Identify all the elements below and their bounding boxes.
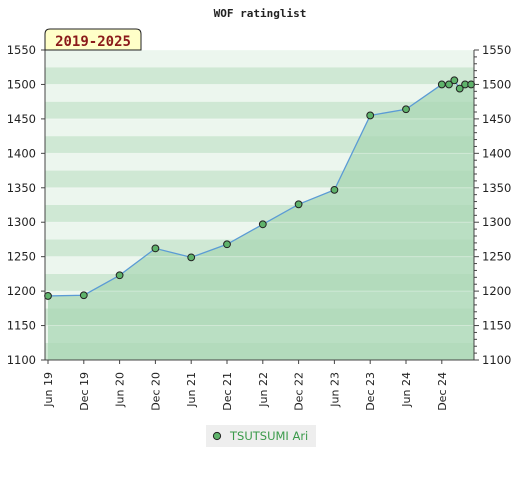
y-tick-label-right: 1200 [482,284,511,298]
data-point [366,111,375,120]
y-tick-label-left: 1550 [7,43,36,57]
data-point [330,185,339,194]
band [45,67,474,85]
band [45,84,474,102]
x-tick-label: Jun 20 [114,372,127,408]
x-tick-label: Dec 24 [436,372,449,411]
y-tick-label-left: 1400 [7,146,36,160]
y-axis-right: 1100 1150 1200 1250 1300 1350 1400 1450 1500 1550 [474,43,511,367]
data-point [450,76,459,85]
data-point [258,220,267,229]
data-point [294,200,303,209]
y-tick-label-left: 1250 [7,250,36,264]
data-point [187,253,196,262]
x-tick-label: Dec 23 [364,372,377,411]
rating-points [44,76,476,300]
data-point [115,271,124,280]
y-tick-label-right: 1250 [482,250,511,264]
x-tick-label: Jun 23 [328,372,341,408]
y-tick-label-right: 1100 [482,353,511,367]
y-tick-label-left: 1100 [7,353,36,367]
y-tick-label-left: 1200 [7,284,36,298]
data-point [79,291,88,300]
x-tick-label: Jun 22 [257,372,270,408]
x-tick-label: Dec 21 [221,372,234,411]
chart-title: WOF ratinglist [214,7,307,20]
data-point [455,84,464,93]
legend-marker [212,431,222,441]
axes [44,50,475,361]
y-tick-label-right: 1300 [482,215,511,229]
x-tick-label: Jun 24 [400,372,413,408]
x-tick-label: Dec 19 [78,372,91,411]
y-tick-label-right: 1350 [482,181,511,195]
area-fill [48,80,474,361]
y-axis-left: 1100 1150 1200 1250 1300 1350 1400 1450 1500 1550 [7,43,45,367]
x-tick-label: Dec 22 [293,372,306,411]
gridlines [45,49,474,361]
data-point [445,80,453,89]
y-tick-label-right: 1500 [482,77,511,91]
y-tick-label-right: 1450 [482,112,511,126]
x-tick-label: Jun 19 [42,372,55,408]
y-tick-label-right: 1550 [482,43,511,57]
data-point [402,105,410,114]
data-point [44,292,52,300]
period-badge-text: 2019-2025 [55,34,131,50]
y-tick-label-left: 1350 [7,181,36,195]
y-tick-label-right: 1150 [482,319,511,333]
x-tick-label: Jun 21 [185,372,198,408]
y-tick-label-left: 1150 [7,319,36,333]
y-tick-label-left: 1450 [7,112,36,126]
data-point [437,80,446,89]
y-tick-label-left: 1300 [7,215,36,229]
x-axis: Jun 19 Dec 19 Jun 20 Dec 20 Jun 21 Dec 21 Jun … [42,360,449,411]
period-badge: 2019-2025 [44,28,142,51]
legend-label: TSUTSUMI Ari [229,429,308,443]
data-point [223,240,231,249]
data-point [151,244,160,253]
rating-area [48,80,474,361]
x-tick-label: Dec 20 [149,372,162,411]
y-tick-label-right: 1400 [482,146,511,160]
y-tick-label-left: 1500 [7,77,36,91]
band [45,50,474,68]
legend: TSUTSUMI Ari [206,425,316,447]
